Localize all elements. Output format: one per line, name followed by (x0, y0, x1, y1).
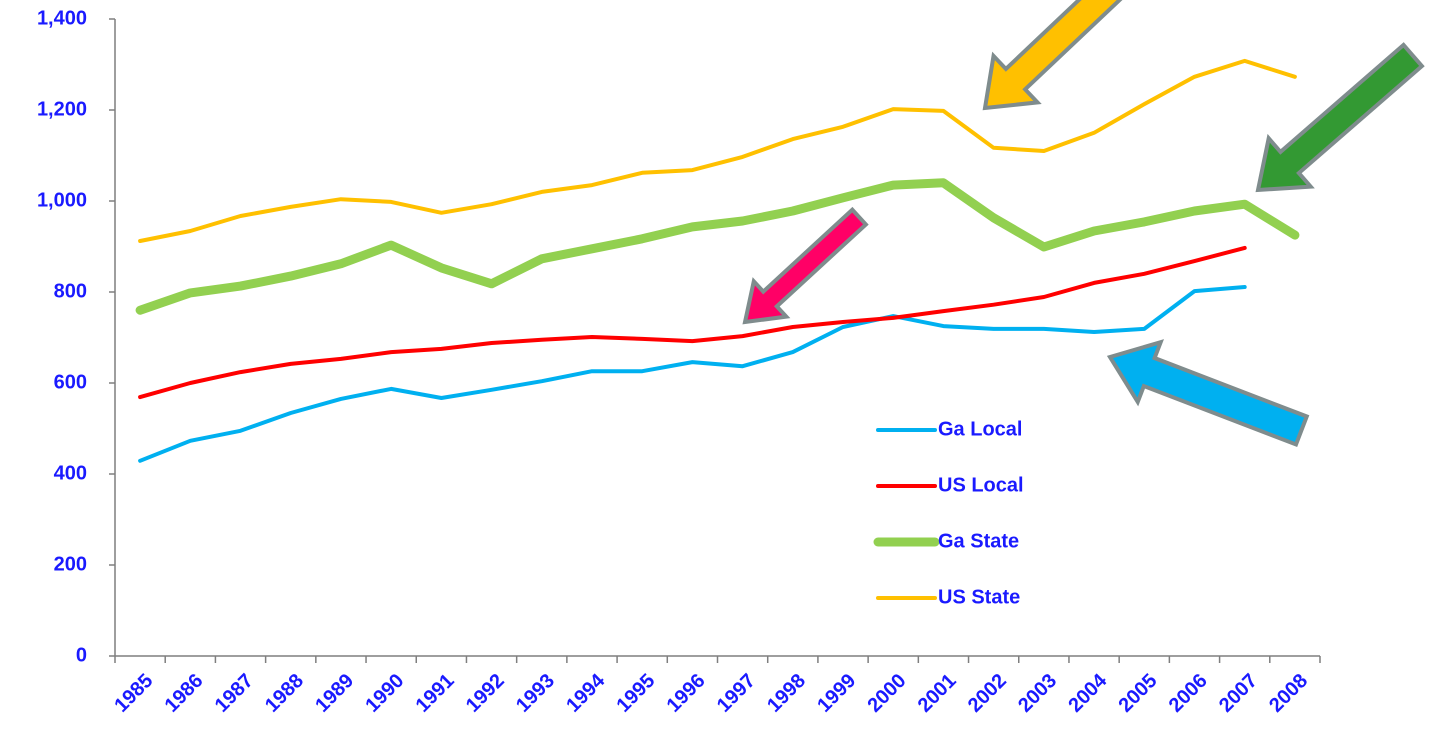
x-tick-label: 2003 (1014, 670, 1061, 717)
x-tick-label: 1987 (211, 670, 258, 717)
x-tick-label: 1985 (110, 670, 157, 717)
arrow (1255, 42, 1425, 193)
x-tick-label: 1997 (713, 670, 760, 717)
x-tick-label: 1994 (562, 669, 610, 717)
legend-label: Ga State (938, 530, 1019, 552)
x-tick-label: 2006 (1165, 670, 1212, 717)
x-tick-label: 1990 (361, 670, 408, 717)
arrow (982, 0, 1129, 111)
x-tick-label: 1998 (763, 670, 810, 717)
legend-label: US Local (938, 474, 1024, 496)
x-tick-label: 2000 (863, 670, 910, 717)
arrow (1106, 339, 1310, 448)
legend-label: US State (938, 586, 1020, 608)
x-tick-label: 1995 (612, 670, 659, 717)
x-tick-label: 1992 (462, 670, 509, 717)
y-tick-label: 800 (54, 280, 87, 302)
x-tick-label: 2007 (1215, 670, 1262, 717)
y-tick-label: 1,400 (37, 7, 87, 29)
series-line (138, 285, 1247, 463)
y-tick-label: 0 (76, 644, 87, 666)
x-tick-label: 2002 (964, 670, 1011, 717)
y-tick-label: 1,200 (37, 98, 87, 120)
y-tick-label: 1,000 (37, 189, 87, 211)
x-tick-label: 1986 (161, 670, 208, 717)
x-tick-label: 1988 (261, 670, 308, 717)
legend-label: Ga Local (938, 418, 1022, 440)
x-tick-label: 1999 (813, 670, 860, 717)
x-tick-label: 2005 (1115, 670, 1162, 717)
arrows (742, 0, 1425, 448)
x-tick-label: 2004 (1064, 669, 1112, 717)
x-tick-label: 1989 (311, 670, 358, 717)
x-tick-label: 2008 (1265, 670, 1312, 717)
series-line (138, 58, 1297, 243)
arrow (742, 206, 869, 325)
y-tick-label: 200 (54, 553, 87, 575)
x-tick-label: 1993 (512, 670, 559, 717)
x-tick-label: 1991 (412, 670, 459, 717)
series-line (138, 245, 1247, 400)
x-tick-label: 1996 (663, 670, 710, 717)
x-tick-label: 2001 (914, 670, 961, 717)
y-tick-label: 600 (54, 371, 87, 393)
y-tick-label: 400 (54, 462, 87, 484)
series-line (135, 178, 1300, 315)
